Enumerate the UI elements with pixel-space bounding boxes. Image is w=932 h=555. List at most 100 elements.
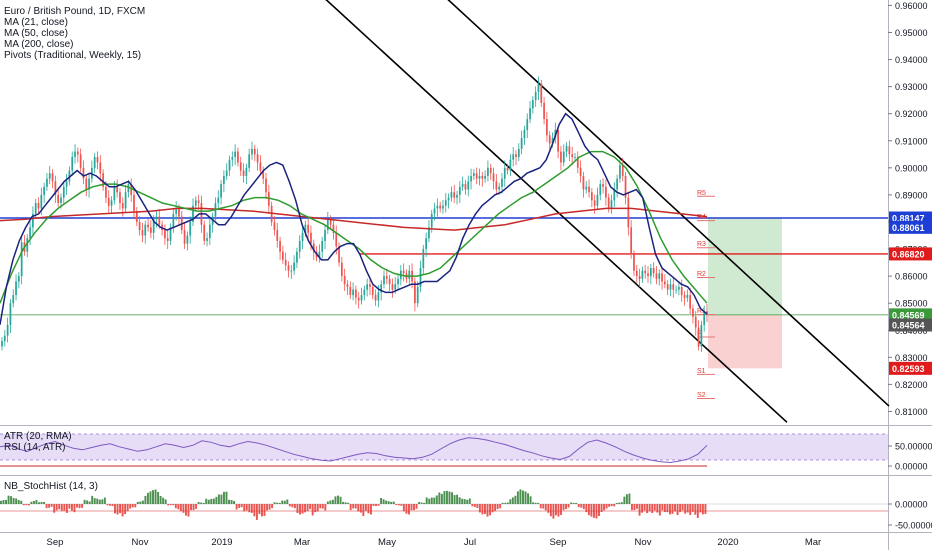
stoch-bar — [456, 494, 459, 504]
candle-body — [414, 281, 416, 304]
stoch-bar — [542, 504, 545, 509]
stoch-bar — [169, 504, 172, 506]
stoch-bar — [5, 499, 8, 504]
candle-body — [517, 148, 520, 158]
stoch-bar — [233, 501, 236, 504]
stoch-bar — [580, 504, 583, 508]
stoch-bar — [235, 504, 238, 510]
candle-body — [672, 284, 675, 290]
stoch-bar — [167, 504, 170, 506]
stoch-bar — [190, 504, 192, 511]
stoch-bar — [78, 504, 81, 509]
stoch-bar — [177, 504, 180, 510]
stoch-bar — [537, 502, 540, 504]
x-tick-label: 2019 — [211, 537, 232, 548]
candle-body — [223, 175, 225, 185]
candle-body — [669, 284, 672, 290]
stoch-bar — [658, 504, 661, 516]
candle-body — [655, 273, 658, 279]
y-tick-label: 0.93000 — [895, 82, 928, 92]
candle-body — [436, 205, 439, 209]
candle-body — [304, 224, 307, 233]
candle-body — [253, 148, 256, 155]
candle-body — [439, 205, 442, 209]
stoch-bar — [562, 504, 565, 511]
candle-body — [172, 213, 175, 228]
stoch-bar — [40, 501, 43, 504]
stoch-histogram — [0, 489, 707, 520]
stoch-bar — [321, 504, 324, 509]
profit-zone — [708, 217, 782, 315]
candle-body — [501, 178, 503, 187]
stoch-bar — [263, 504, 266, 516]
stoch-bar — [364, 504, 367, 511]
stoch-bar — [96, 498, 99, 504]
stoch-bar — [114, 504, 116, 514]
candle-body — [706, 311, 708, 315]
stoch-bar — [633, 504, 636, 511]
candle-body — [9, 303, 12, 325]
candle-body — [203, 224, 206, 241]
stoch-bar — [445, 490, 448, 504]
stoch-bar — [524, 491, 527, 504]
candle-body — [366, 284, 369, 290]
candle-body — [627, 197, 630, 228]
candle-body — [85, 178, 88, 190]
stoch-bar — [43, 502, 46, 504]
candle-body — [576, 157, 579, 168]
stoch-bar — [331, 499, 334, 504]
stoch-bar — [565, 504, 568, 510]
stoch-bar — [273, 502, 276, 504]
candle-body — [588, 186, 590, 193]
stoch-bar — [2, 499, 5, 504]
candle-body — [296, 251, 298, 263]
candle-body — [208, 224, 211, 239]
stoch-bar — [311, 504, 314, 516]
stoch-bar — [367, 504, 370, 514]
stoch-bar — [529, 496, 532, 504]
stoch-bar — [671, 504, 674, 514]
channel-line — [325, 0, 788, 423]
candle-body — [121, 203, 124, 209]
candle-body — [602, 184, 604, 187]
candle-body — [487, 167, 489, 176]
stoch-bar — [271, 504, 274, 509]
stoch-bar — [600, 504, 603, 513]
candle-body — [239, 162, 242, 171]
y-tick-label: 0.83000 — [895, 353, 928, 363]
candle-body — [543, 102, 545, 120]
candle-body — [540, 83, 543, 103]
candle-body — [571, 154, 574, 158]
stoch-bar — [126, 504, 129, 512]
candle-body — [141, 230, 144, 236]
candle-body — [548, 135, 551, 144]
stoch-bar — [7, 495, 10, 504]
stoch-bar — [509, 499, 512, 504]
stoch-bar — [481, 504, 484, 515]
stoch-bar — [570, 502, 573, 504]
stoch-bar — [656, 504, 659, 513]
stoch-bar — [70, 504, 73, 511]
candle-body — [26, 238, 29, 252]
stoch-bar — [590, 504, 593, 517]
stoch-bar — [666, 504, 669, 513]
stoch-bar — [215, 496, 218, 504]
stoch-bar — [636, 504, 638, 509]
stoch-bar — [195, 504, 198, 509]
stoch-bar — [699, 504, 702, 513]
stoch-bar — [567, 504, 570, 508]
candle-body — [138, 221, 141, 231]
candle-body — [512, 154, 515, 160]
stoch-bar — [691, 504, 694, 512]
indicator-ma50: MA (50, close) — [4, 28, 68, 39]
stoch-bar — [124, 504, 127, 515]
candle-body — [102, 173, 104, 187]
candle-body — [489, 167, 492, 174]
candle-body — [12, 295, 15, 304]
stoch-bar — [608, 504, 611, 507]
stoch-bar — [53, 504, 56, 513]
indicator-ma21: MA (21, close) — [4, 17, 68, 28]
candle-body — [1, 341, 3, 347]
